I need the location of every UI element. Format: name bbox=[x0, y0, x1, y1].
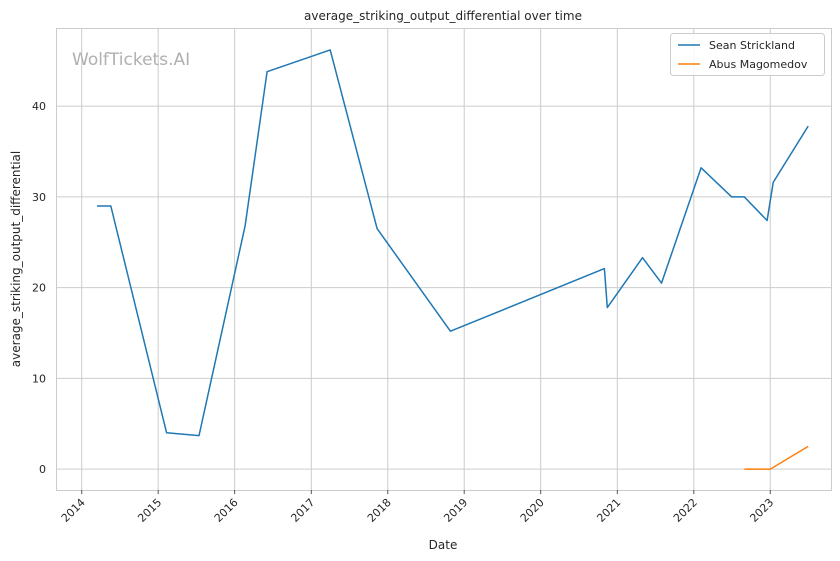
watermark-text: WolfTickets.AI bbox=[72, 50, 190, 70]
x-tick-label: 2015 bbox=[135, 496, 164, 525]
legend-box bbox=[670, 33, 825, 76]
series-line-sean-strickland bbox=[97, 49, 809, 437]
y-axis-ticks: 0 10 20 30 40 bbox=[32, 100, 46, 476]
x-axis-label: Date bbox=[429, 538, 458, 552]
y-tick-label: 20 bbox=[32, 282, 46, 295]
series-line-abus-magomedov bbox=[744, 445, 809, 470]
y-tick-label: 40 bbox=[32, 100, 46, 113]
legend-label-sean-strickland: Sean Strickland bbox=[709, 39, 795, 52]
series-lines bbox=[97, 49, 809, 470]
legend: Sean Strickland Abus Magomedov bbox=[670, 33, 825, 76]
x-tick-label: 2017 bbox=[288, 496, 317, 525]
x-tick-label: 2022 bbox=[671, 496, 700, 525]
y-tick-label: 30 bbox=[32, 191, 46, 204]
x-tick-label: 2016 bbox=[212, 496, 241, 525]
x-tick-label: 2019 bbox=[441, 496, 470, 525]
legend-label-abus-magomedov: Abus Magomedov bbox=[709, 58, 808, 71]
grid bbox=[57, 29, 831, 490]
x-tick-label: 2018 bbox=[365, 496, 394, 525]
x-tick-label: 2021 bbox=[594, 496, 623, 525]
x-tick-label: 2020 bbox=[518, 496, 547, 525]
y-axis-label: average_striking_output_differential bbox=[9, 151, 23, 367]
y-tick-label: 0 bbox=[39, 463, 46, 476]
plot-frame bbox=[56, 28, 832, 491]
y-tick-label: 10 bbox=[32, 372, 46, 385]
x-tick-label: 2014 bbox=[59, 496, 88, 525]
x-tick-label: 2023 bbox=[747, 496, 776, 525]
x-axis-ticks: 2014 2015 2016 2017 2018 2019 2020 2021 2022 2023 bbox=[59, 490, 776, 525]
chart-title: average_striking_output_differential ove… bbox=[304, 9, 582, 23]
